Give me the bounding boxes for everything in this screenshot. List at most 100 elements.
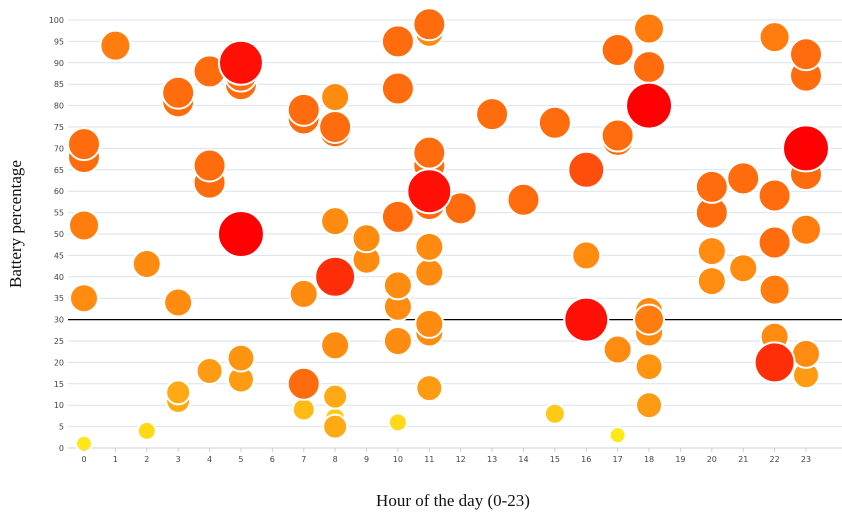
bubble-point <box>286 92 321 127</box>
y-tick-label: 80 <box>54 102 64 111</box>
x-tick-label: 0 <box>81 455 86 464</box>
bubble-point <box>320 330 351 361</box>
bubble-point <box>726 161 761 196</box>
bubble-point <box>67 127 101 162</box>
y-axis-title: Battery percentage <box>6 160 25 288</box>
x-tick-label: 6 <box>270 455 275 464</box>
y-tick-label: 95 <box>54 37 64 46</box>
bubble-point <box>415 374 444 403</box>
y-tick-label: 10 <box>54 401 64 410</box>
y-tick-label: 30 <box>54 316 64 325</box>
bubble-point <box>382 270 413 301</box>
x-tick-label: 20 <box>707 455 717 464</box>
x-tick-label: 13 <box>487 455 497 464</box>
bubble-point <box>320 82 351 113</box>
bubble-point <box>161 75 196 110</box>
x-tick-label: 23 <box>801 455 811 464</box>
bubble-point <box>414 257 445 288</box>
bubble-point <box>694 169 729 204</box>
y-tick-label: 20 <box>54 358 64 367</box>
y-tick-label: 55 <box>54 209 64 218</box>
bubble-point <box>475 97 510 132</box>
x-tick-label: 3 <box>176 455 181 464</box>
bubble-point <box>633 303 666 336</box>
x-tick-label: 9 <box>364 455 369 464</box>
y-tick-label: 50 <box>54 230 64 239</box>
bubble-point <box>380 71 415 106</box>
bubble-point <box>314 255 357 298</box>
x-tick-label: 7 <box>301 455 306 464</box>
x-tick-label: 15 <box>550 455 560 464</box>
x-tick-label: 14 <box>518 455 528 464</box>
y-tick-label: 75 <box>54 123 64 132</box>
x-tick-label: 8 <box>333 455 338 464</box>
y-tick-label: 85 <box>54 80 64 89</box>
bubble-point <box>789 37 823 72</box>
x-axis-title: Hour of the day (0-23) <box>376 491 530 510</box>
bubble-point <box>288 278 319 309</box>
y-tick-label: 100 <box>49 16 64 25</box>
x-tick-label: 2 <box>144 455 149 464</box>
x-tick-label: 18 <box>644 455 654 464</box>
y-tick-label: 35 <box>54 294 64 303</box>
bubble-point <box>782 124 830 173</box>
bubble-point <box>216 210 265 258</box>
bubble-point <box>322 383 349 410</box>
bubble-point <box>633 12 666 45</box>
bubble-point <box>382 326 413 356</box>
bubble-point <box>563 296 610 343</box>
bubble-point <box>99 29 132 62</box>
bubble-point <box>192 148 227 183</box>
bubble-point <box>696 236 727 267</box>
y-tick-label: 70 <box>54 144 64 153</box>
bubble-point <box>567 150 606 189</box>
bubble-point <box>790 213 822 246</box>
bubble-point <box>380 24 415 59</box>
bubble-point <box>414 231 445 262</box>
y-tick-label: 25 <box>54 337 64 346</box>
bubble-point <box>602 334 633 365</box>
y-tick-label: 15 <box>54 380 64 389</box>
bubble-point <box>753 341 796 384</box>
x-tick-label: 11 <box>424 455 434 464</box>
bubble-point <box>163 287 194 318</box>
bubble-point <box>757 178 792 213</box>
bubble-point <box>412 7 447 42</box>
bubble-point <box>286 366 321 401</box>
y-tick-label: 0 <box>59 444 64 453</box>
bubble-point <box>543 402 566 425</box>
x-tick-label: 16 <box>581 455 591 464</box>
x-tick-label: 5 <box>238 455 243 464</box>
bubble-point <box>696 266 727 297</box>
x-tick-label: 22 <box>770 455 780 464</box>
y-tick-label: 60 <box>54 187 64 196</box>
y-tick-label: 90 <box>54 59 64 68</box>
x-axis-ticks: 0 1 2 3 4 5 6 7 8 9 10 11 12 13 14 15 16 17 18 19 20 21 22 23 <box>81 448 811 464</box>
y-tick-label: 5 <box>59 423 64 432</box>
bubble-point <box>537 105 572 140</box>
bubble-point <box>635 391 664 420</box>
bubble-point <box>217 39 264 86</box>
bubble-point <box>414 308 445 339</box>
x-tick-label: 12 <box>456 455 466 464</box>
bubble-point <box>322 413 349 440</box>
y-axis-ticks: 0 5 10 15 20 25 30 35 40 45 50 55 60 65 70 75 80 85 90 95 10… <box>49 16 64 453</box>
bubble-point <box>608 426 627 445</box>
bubble-point <box>758 273 791 306</box>
bubble-point <box>68 209 100 242</box>
bubble-point <box>318 110 353 144</box>
bubble-point <box>634 352 664 382</box>
bubbles <box>67 7 830 453</box>
bubble-point <box>600 118 635 153</box>
bubble-point <box>625 81 674 130</box>
bubble-point <box>387 412 408 433</box>
bubble-point <box>131 248 162 279</box>
bubble-point <box>195 356 224 385</box>
y-tick-label: 65 <box>54 166 64 175</box>
bubble-point <box>600 32 635 67</box>
y-tick-label: 40 <box>54 273 64 282</box>
x-tick-label: 21 <box>738 455 748 464</box>
bubble-point <box>69 283 99 314</box>
bubble-point <box>412 135 447 170</box>
